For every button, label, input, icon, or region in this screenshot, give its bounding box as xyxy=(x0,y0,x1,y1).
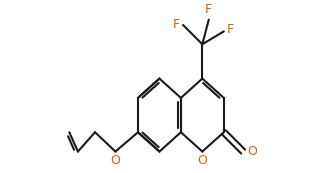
Text: F: F xyxy=(227,23,234,36)
Text: F: F xyxy=(173,19,180,31)
Text: F: F xyxy=(205,3,212,16)
Text: O: O xyxy=(247,145,257,158)
Text: O: O xyxy=(110,154,120,167)
Text: O: O xyxy=(197,154,207,167)
